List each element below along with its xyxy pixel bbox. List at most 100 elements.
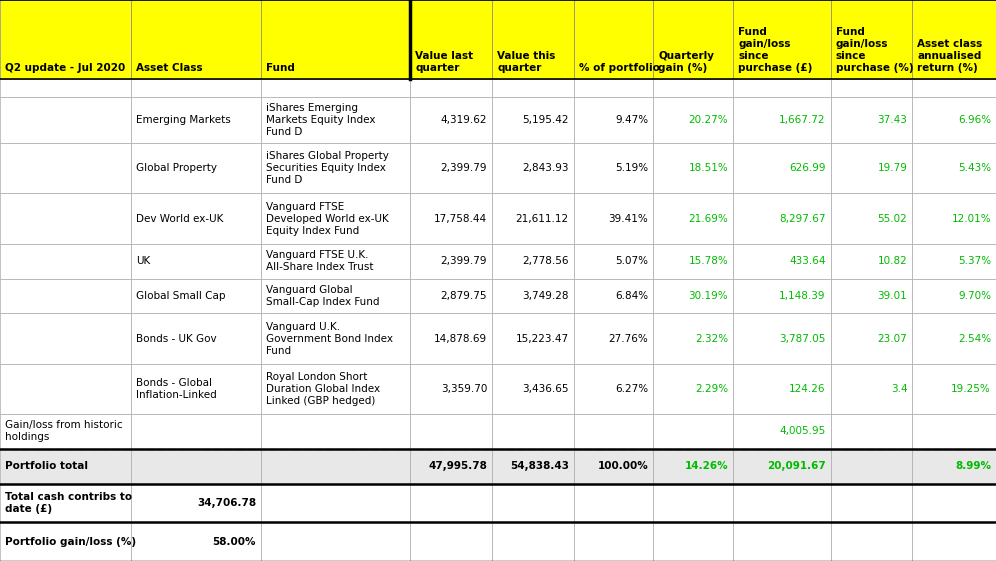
Bar — [0, 79, 131, 96]
Text: 47,995.78: 47,995.78 — [428, 461, 487, 471]
Bar — [653, 194, 733, 243]
Text: 21,611.12: 21,611.12 — [516, 214, 569, 224]
Bar — [131, 449, 261, 484]
Bar — [912, 279, 996, 314]
Bar — [653, 522, 733, 561]
Bar — [831, 522, 912, 561]
Text: Fund: Fund — [266, 63, 295, 72]
Text: UK: UK — [136, 256, 150, 266]
Text: Total cash contribs to
date (£): Total cash contribs to date (£) — [5, 492, 132, 514]
Bar — [131, 143, 261, 194]
Text: 20.27%: 20.27% — [688, 115, 728, 125]
Bar — [831, 449, 912, 484]
Bar — [574, 484, 653, 522]
Text: 39.41%: 39.41% — [609, 214, 648, 224]
Text: 18.51%: 18.51% — [688, 163, 728, 173]
Text: 8,297.67: 8,297.67 — [779, 214, 826, 224]
Text: iShares Global Property
Securities Equity Index
Fund D: iShares Global Property Securities Equit… — [266, 151, 388, 185]
Bar — [261, 484, 410, 522]
Text: Value last
quarter: Value last quarter — [415, 50, 473, 72]
Bar — [0, 0, 131, 79]
Bar — [574, 279, 653, 314]
Text: 4,005.95: 4,005.95 — [780, 426, 826, 436]
Text: Bonds - Global
Inflation-Linked: Bonds - Global Inflation-Linked — [136, 378, 217, 400]
Bar — [261, 96, 410, 143]
Text: 5.19%: 5.19% — [616, 163, 648, 173]
Text: 2.54%: 2.54% — [958, 334, 991, 343]
Text: 100.00%: 100.00% — [598, 461, 648, 471]
Bar — [912, 484, 996, 522]
Text: 2,879.75: 2,879.75 — [440, 291, 487, 301]
Bar — [131, 194, 261, 243]
Bar — [733, 279, 831, 314]
Text: Portfolio total: Portfolio total — [5, 461, 88, 471]
Bar — [912, 96, 996, 143]
Bar — [653, 314, 733, 364]
Text: 5.37%: 5.37% — [958, 256, 991, 266]
Text: 34,706.78: 34,706.78 — [197, 498, 256, 508]
Bar — [0, 364, 131, 414]
Bar — [574, 449, 653, 484]
Bar — [912, 314, 996, 364]
Bar — [653, 449, 733, 484]
Text: 58.00%: 58.00% — [212, 537, 256, 546]
Bar — [831, 194, 912, 243]
Bar — [574, 243, 653, 279]
Text: 3,787.05: 3,787.05 — [779, 334, 826, 343]
Bar — [492, 449, 574, 484]
Text: 9.47%: 9.47% — [616, 115, 648, 125]
Bar — [261, 143, 410, 194]
Bar — [131, 96, 261, 143]
Text: 9.70%: 9.70% — [958, 291, 991, 301]
Text: Q2 update - Jul 2020: Q2 update - Jul 2020 — [5, 63, 125, 72]
Bar — [912, 522, 996, 561]
Text: 626.99: 626.99 — [789, 163, 826, 173]
Bar — [131, 279, 261, 314]
Text: 12.01%: 12.01% — [951, 214, 991, 224]
Bar — [653, 484, 733, 522]
Bar — [831, 143, 912, 194]
Text: 1,148.39: 1,148.39 — [779, 291, 826, 301]
Bar — [653, 414, 733, 449]
Bar — [574, 522, 653, 561]
Bar — [912, 0, 996, 79]
Bar — [912, 79, 996, 96]
Bar — [410, 243, 492, 279]
Bar — [492, 484, 574, 522]
Bar — [912, 364, 996, 414]
Text: 15.78%: 15.78% — [688, 256, 728, 266]
Bar — [831, 484, 912, 522]
Text: 10.82: 10.82 — [877, 256, 907, 266]
Text: Gain/loss from historic
holdings: Gain/loss from historic holdings — [5, 420, 123, 443]
Bar — [0, 414, 131, 449]
Bar — [492, 364, 574, 414]
Bar — [261, 194, 410, 243]
Text: 14.26%: 14.26% — [684, 461, 728, 471]
Bar — [653, 79, 733, 96]
Text: Bonds - UK Gov: Bonds - UK Gov — [136, 334, 217, 343]
Text: 5.43%: 5.43% — [958, 163, 991, 173]
Text: 39.01: 39.01 — [877, 291, 907, 301]
Text: Emerging Markets: Emerging Markets — [136, 115, 231, 125]
Bar — [410, 484, 492, 522]
Text: Portfolio gain/loss (%): Portfolio gain/loss (%) — [5, 537, 136, 546]
Bar — [261, 243, 410, 279]
Text: 55.02: 55.02 — [877, 214, 907, 224]
Bar — [131, 522, 261, 561]
Bar — [410, 314, 492, 364]
Bar — [492, 243, 574, 279]
Bar — [574, 414, 653, 449]
Bar — [131, 414, 261, 449]
Bar — [492, 96, 574, 143]
Bar — [653, 279, 733, 314]
Bar — [131, 79, 261, 96]
Bar — [261, 449, 410, 484]
Bar — [831, 279, 912, 314]
Bar — [410, 0, 492, 79]
Bar — [0, 96, 131, 143]
Bar — [831, 364, 912, 414]
Bar — [912, 243, 996, 279]
Text: 27.76%: 27.76% — [609, 334, 648, 343]
Text: 124.26: 124.26 — [789, 384, 826, 394]
Text: 15,223.47: 15,223.47 — [516, 334, 569, 343]
